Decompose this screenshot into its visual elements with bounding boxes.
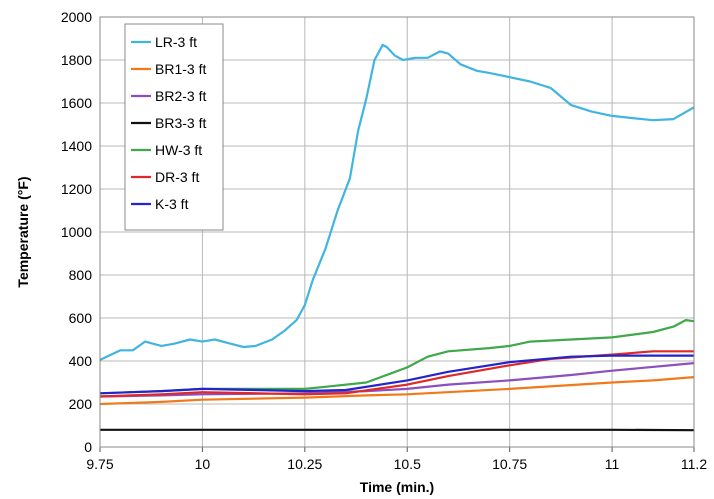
x-tick-label: 10.5	[394, 456, 421, 472]
legend-label: BR2-3 ft	[155, 88, 206, 104]
x-tick-label: 10.25	[287, 456, 322, 472]
legend-label: BR3-3 ft	[155, 115, 206, 131]
series-line-dr-3-ft	[99, 350, 694, 398]
y-tick-label: 1000	[61, 224, 92, 240]
y-tick-label: 1600	[61, 95, 92, 111]
legend-label: K-3 ft	[155, 196, 189, 212]
x-tick-label: 10.75	[492, 456, 527, 472]
y-tick-label: 600	[69, 310, 93, 326]
x-axis-title: Time (min.)	[360, 479, 434, 495]
series-layer	[99, 43, 695, 432]
y-axis-title: Temperature (°F)	[15, 176, 31, 287]
legend-label: DR-3 ft	[155, 169, 199, 185]
y-tick-label: 400	[69, 353, 93, 369]
y-tick-label: 200	[69, 396, 93, 412]
series-line-lr-3-ft	[99, 43, 695, 361]
legend: LR-3 ft BR1-3 ft BR2-3 ft BR3-3 ft HW-3 ft DR…	[124, 23, 224, 231]
series-line-br1-3-ft	[99, 376, 695, 406]
axes: 0 200 400 600 800 1000 1200 1400 1600 1800 2000 9.7…	[61, 9, 707, 472]
y-tick-label: 2000	[61, 9, 92, 25]
y-tick-label: 0	[84, 439, 92, 455]
series-line-br2-3-ft	[99, 362, 695, 398]
legend-box	[124, 23, 224, 231]
y-tick-label: 1400	[61, 138, 92, 154]
y-tick-label: 1200	[61, 181, 92, 197]
x-tick-label: 10	[195, 456, 211, 472]
x-tick-label: 11.2	[681, 456, 707, 472]
x-tick-label: 11	[605, 456, 620, 472]
legend-label: LR-3 ft	[155, 34, 197, 50]
legend-label: BR1-3 ft	[155, 61, 206, 77]
series-line-hw-3-ft	[99, 319, 695, 395]
legend-label: HW-3 ft	[155, 142, 202, 158]
series-line-k-3-ft	[99, 354, 694, 395]
y-tick-label: 1800	[61, 52, 92, 68]
y-tick-label: 800	[69, 267, 93, 283]
x-tick-label: 9.75	[86, 456, 113, 472]
plot-frame	[99, 16, 695, 448]
